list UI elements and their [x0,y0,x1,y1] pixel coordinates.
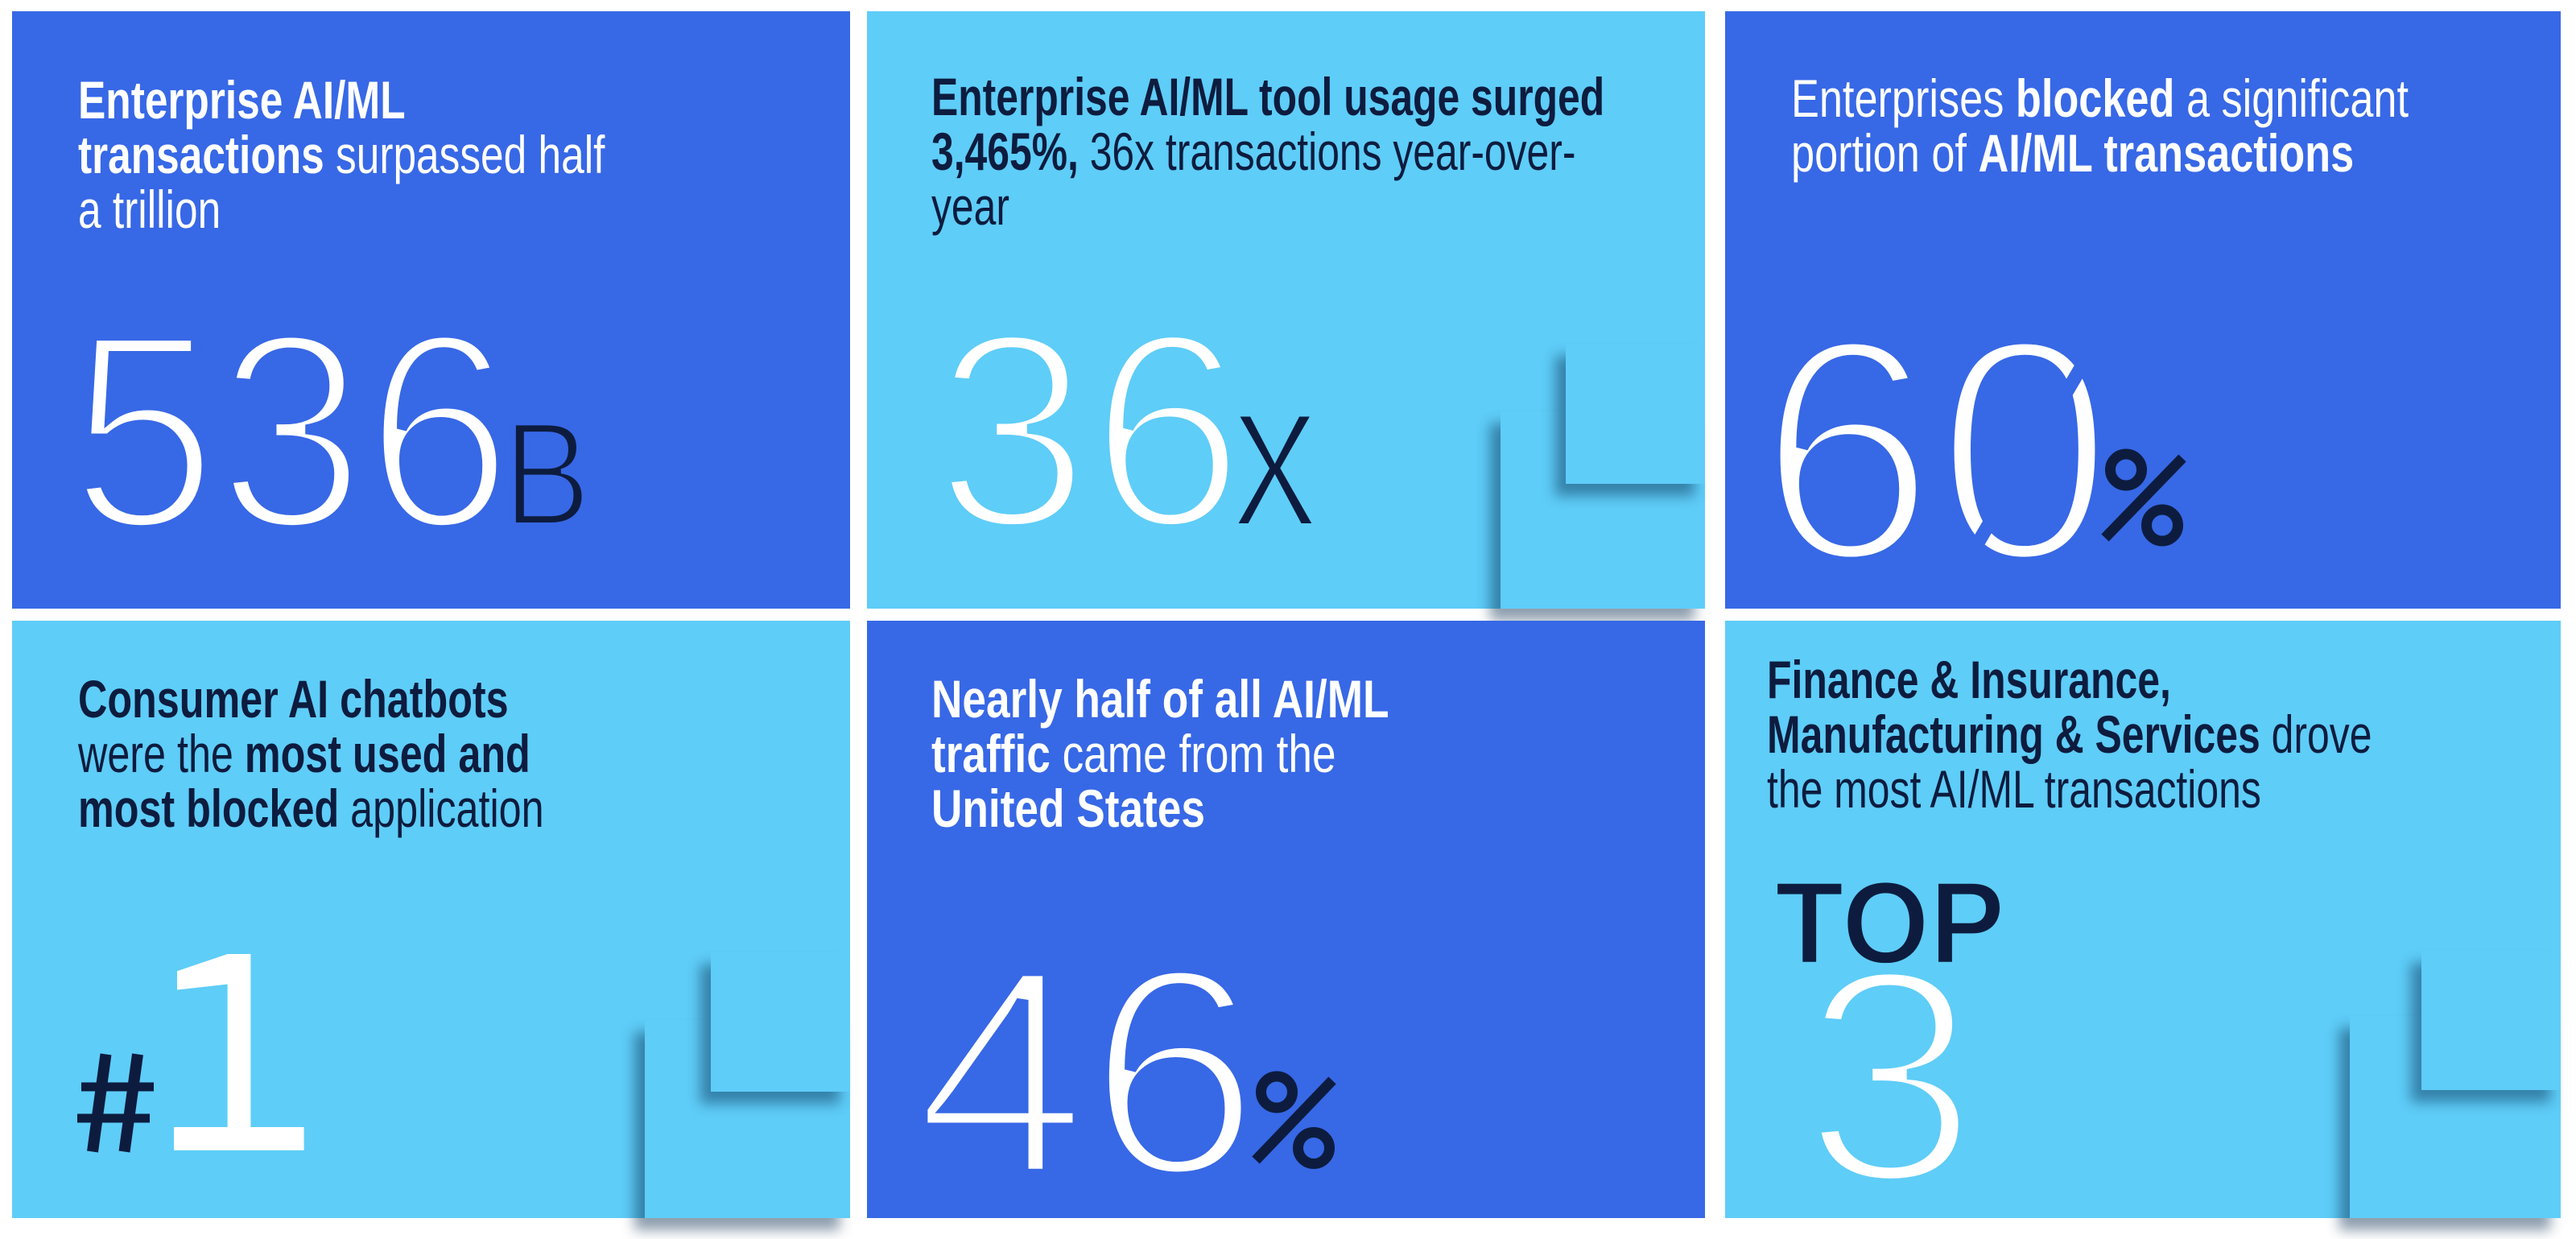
svg-text:B: B [503,390,591,556]
svg-text:x: x [1232,332,1319,572]
svg-text:3: 3 [1802,906,1978,1239]
svg-text:3: 3 [1802,906,1978,1239]
svg-text:36: 36 [935,275,1245,586]
svg-text:46: 46 [914,907,1260,1237]
svg-text:x: x [1232,332,1319,572]
svg-text:TOP: TOP [1775,857,2005,989]
svg-text:60: 60 [1758,272,2113,626]
svg-text:46: 46 [914,907,1260,1237]
svg-text:B: B [503,390,591,556]
svg-text:536: 536 [70,275,513,588]
svg-text:36: 36 [935,275,1245,586]
svg-text:TOP: TOP [1775,857,2005,989]
svg-text:60: 60 [1758,272,2113,626]
svg-text:536: 536 [70,275,513,588]
